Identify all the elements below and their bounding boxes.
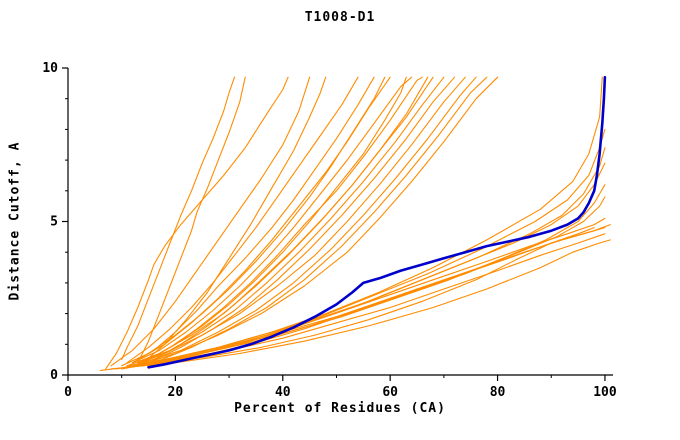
series-model-29	[158, 128, 606, 364]
svg-text:100: 100	[593, 385, 617, 400]
svg-text:60: 60	[382, 385, 398, 400]
svg-text:5: 5	[50, 215, 58, 230]
chart-title: T1008-D1	[304, 10, 376, 25]
svg-text:10: 10	[42, 61, 58, 76]
x-axis-label: Percent of Residues (CA)	[234, 401, 446, 416]
series-model-10	[147, 76, 407, 361]
series-model-08	[121, 76, 386, 367]
series-model-02	[137, 76, 246, 364]
series-model-20	[137, 76, 499, 367]
svg-text:80: 80	[490, 385, 506, 400]
series-model-06	[126, 76, 359, 364]
series-model-12	[142, 76, 423, 364]
series-model-17	[131, 76, 466, 367]
series-model-19	[153, 76, 488, 364]
series-model-11	[131, 76, 413, 364]
series-model-31	[110, 239, 611, 370]
series-best-model-highlight	[147, 75, 607, 369]
series-model-04	[110, 76, 311, 367]
series-model-07	[131, 76, 375, 364]
series-model-05	[142, 76, 327, 364]
series-model-28	[153, 147, 606, 364]
series-model-03	[105, 76, 289, 370]
series-model-01	[121, 76, 236, 361]
series-model-25	[142, 196, 606, 367]
series-model-24	[121, 233, 606, 370]
svg-text:0: 0	[50, 368, 58, 383]
series-model-18	[142, 76, 477, 364]
series-model-09	[137, 76, 391, 361]
svg-text:0: 0	[64, 385, 72, 400]
series-model-15	[137, 76, 445, 364]
svg-text:40: 40	[275, 385, 291, 400]
series-model-14	[126, 76, 434, 367]
series-model-23	[147, 224, 611, 367]
svg-text:20: 20	[168, 385, 184, 400]
